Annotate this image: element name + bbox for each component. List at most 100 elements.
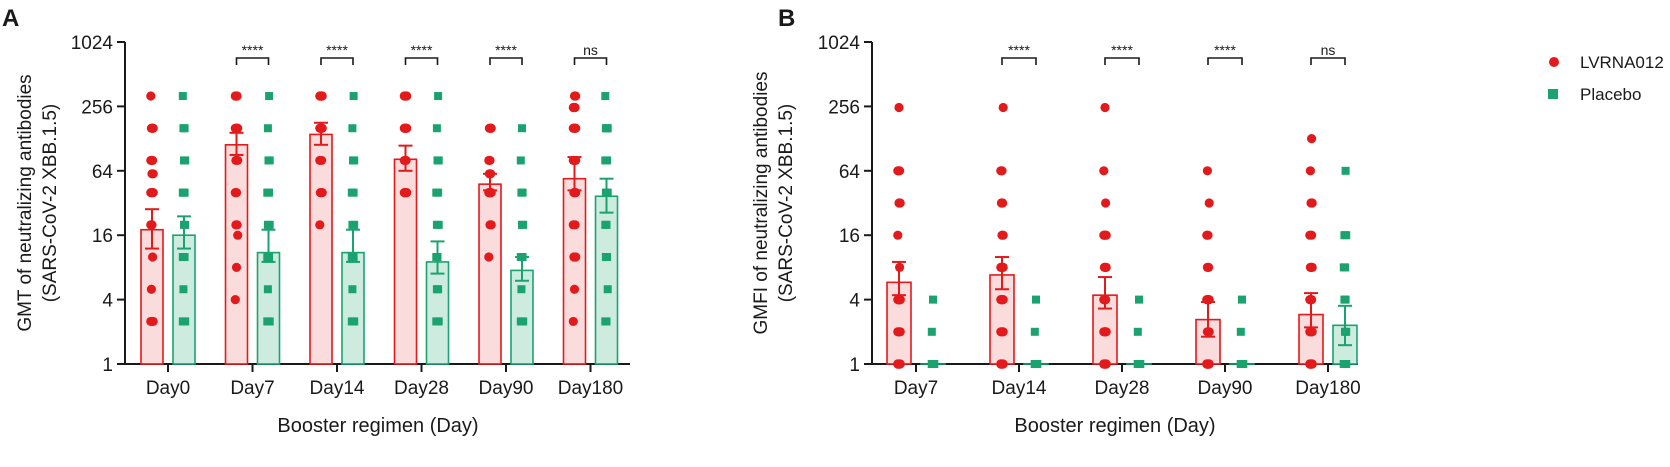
x-tick-label: Day180 <box>1295 378 1361 399</box>
data-point-lvrna012 <box>1101 327 1111 337</box>
data-point-placebo <box>347 188 356 197</box>
x-tick-label: Day14 <box>310 378 365 399</box>
data-point-lvrna012 <box>400 188 410 198</box>
panel-label-b: B <box>778 5 795 32</box>
y-tick-label: 16 <box>92 226 113 247</box>
plot-area-b: 1 4 16 64 256 1024 Day7 Day14 **** Day28 **** Day90… <box>818 33 1361 399</box>
data-point-placebo <box>1030 327 1039 336</box>
x-tick-label: Day28 <box>1095 378 1150 399</box>
data-point-lvrna012 <box>1101 262 1111 272</box>
data-point-lvrna012 <box>148 169 158 179</box>
data-point-lvrna012 <box>998 230 1008 240</box>
significance-bracket <box>1001 57 1037 65</box>
x-tick-label: Day0 <box>146 378 190 399</box>
data-point-placebo <box>1238 360 1247 368</box>
x-axis-label: Booster regimen (Day) <box>277 415 478 437</box>
data-point-lvrna012 <box>893 230 903 240</box>
data-point-placebo <box>603 285 612 294</box>
data-point-lvrna012 <box>486 123 496 133</box>
significance-bracket <box>320 57 354 65</box>
data-point-lvrna012 <box>1100 102 1110 113</box>
plot-area-a: 1 4 16 64 256 1024 Day0 Day7 **** Day14 **** Day28 *… <box>71 33 630 399</box>
y-axis-label-line1: GMFI of neutralizing antibodies <box>751 72 772 335</box>
y-tick-label: 4 <box>849 291 860 312</box>
data-point-placebo <box>434 317 443 326</box>
x-axis-label: Booster regimen (Day) <box>1014 415 1215 437</box>
bar-lvrna012 <box>224 144 249 365</box>
data-point-lvrna012 <box>1099 166 1109 176</box>
y-tick-label: 64 <box>839 162 861 183</box>
y-tick-label: 4 <box>102 291 113 312</box>
data-point-placebo <box>519 220 528 229</box>
data-point-placebo <box>263 220 272 229</box>
data-point-placebo <box>350 317 359 326</box>
data-point-placebo <box>178 188 187 197</box>
significance-bracket <box>1207 57 1243 65</box>
y-tick-label: 64 <box>92 162 114 183</box>
data-point-lvrna012 <box>233 230 243 240</box>
data-point-placebo <box>1341 166 1350 175</box>
data-point-lvrna012 <box>315 220 325 230</box>
data-point-placebo <box>1238 295 1246 304</box>
data-point-lvrna012 <box>895 198 905 208</box>
legend-label-lvrna012: LVRNA012 <box>1580 53 1664 72</box>
data-point-placebo <box>348 285 357 294</box>
data-point-lvrna012 <box>315 123 325 133</box>
data-point-lvrna012 <box>996 327 1006 337</box>
data-point-placebo <box>181 156 190 165</box>
data-point-lvrna012 <box>232 220 242 230</box>
data-point-placebo <box>601 156 610 165</box>
data-point-lvrna012 <box>233 123 243 133</box>
data-point-placebo <box>263 124 272 133</box>
x-tick-label: Day28 <box>394 378 449 399</box>
x-tick-label: Day14 <box>992 378 1047 399</box>
data-point-lvrna012 <box>1202 359 1212 369</box>
data-point-placebo <box>348 220 357 229</box>
data-point-placebo <box>434 285 443 294</box>
panel-label-a: A <box>2 5 19 32</box>
data-point-placebo <box>1342 327 1351 336</box>
y-axis-label-line1: GMT of neutralizing antibodies <box>15 74 36 331</box>
data-point-lvrna012 <box>568 316 578 327</box>
data-point-lvrna012 <box>998 198 1008 208</box>
data-point-lvrna012 <box>998 102 1008 113</box>
data-point-lvrna012 <box>146 284 156 294</box>
data-point-lvrna012 <box>1307 327 1317 337</box>
data-point-lvrna012 <box>571 123 581 133</box>
significance-label: **** <box>1111 42 1133 58</box>
data-point-lvrna012 <box>1203 230 1213 240</box>
data-point-lvrna012 <box>1305 230 1315 240</box>
significance-bracket <box>1104 57 1140 65</box>
panel-a: A GMT of neutralizing antibodies (SARS-C… <box>2 5 630 437</box>
data-point-lvrna012 <box>147 155 157 166</box>
data-point-lvrna012 <box>894 102 904 113</box>
data-point-lvrna012 <box>1204 262 1214 272</box>
data-point-lvrna012 <box>1305 359 1315 369</box>
data-point-placebo <box>1339 360 1348 368</box>
data-point-lvrna012 <box>485 155 495 166</box>
data-point-placebo <box>348 124 357 133</box>
significance-label: **** <box>242 42 264 58</box>
bar-placebo <box>510 269 534 365</box>
data-point-placebo <box>434 156 443 165</box>
data-point-placebo <box>263 285 272 294</box>
data-point-lvrna012 <box>996 262 1006 272</box>
data-point-lvrna012 <box>146 188 156 198</box>
data-point-placebo <box>517 285 526 294</box>
data-point-lvrna012 <box>1101 198 1111 208</box>
data-point-placebo <box>180 124 189 133</box>
data-point-placebo <box>603 253 612 262</box>
bar-lvrna012 <box>309 133 333 365</box>
data-point-lvrna012 <box>1202 166 1212 176</box>
data-point-placebo <box>602 220 611 229</box>
data-point-placebo <box>1135 295 1143 304</box>
x-tick-label: Day180 <box>558 378 624 399</box>
data-point-placebo <box>350 156 359 165</box>
x-tick-label: Day90 <box>479 378 534 399</box>
x-tick-label: Day90 <box>1198 378 1253 399</box>
data-point-placebo <box>178 92 187 101</box>
y-tick-label: 16 <box>839 226 860 247</box>
data-point-lvrna012 <box>568 220 578 230</box>
data-point-placebo <box>434 92 443 101</box>
bar-lvrna012 <box>562 177 587 365</box>
